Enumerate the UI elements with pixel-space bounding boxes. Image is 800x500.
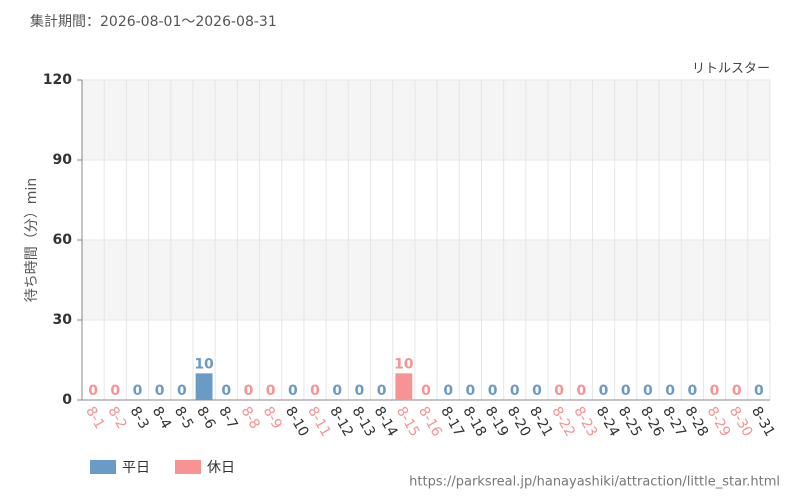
data-label: 10 [194,356,214,372]
data-label: 0 [599,383,609,399]
data-label: 0 [665,383,675,399]
data-label: 0 [488,383,498,399]
chart-title: 集計期間：2026-08-01〜2026-08-31 [30,13,277,30]
data-label: 0 [177,383,187,399]
data-label: 0 [377,383,387,399]
x-tick-label: 8-3 [127,404,152,432]
legend-swatch [175,460,201,474]
data-label: 0 [266,383,276,399]
legend-label: 休日 [207,460,235,476]
x-tick-label: 8-5 [171,404,196,432]
data-label: 0 [110,383,120,399]
data-label: 0 [244,383,254,399]
data-label: 0 [355,383,365,399]
x-tick-label: 8-1 [82,404,107,432]
plot-band [82,80,770,160]
data-label: 0 [532,383,542,399]
y-tick-label: 90 [53,152,73,168]
annotation: リトルスター [692,62,770,77]
y-tick-label: 60 [53,232,73,248]
data-label: 0 [643,383,653,399]
data-label: 0 [554,383,564,399]
y-tick-label: 120 [43,72,72,88]
data-label: 0 [221,383,231,399]
legend-swatch [90,460,116,474]
data-label: 0 [576,383,586,399]
data-label: 0 [710,383,720,399]
y-tick-label: 30 [53,312,73,328]
x-tick-label: 8-31 [748,404,778,440]
plot-band [82,240,770,320]
data-label: 0 [687,383,697,399]
bar [195,373,213,400]
x-tick-label: 8-7 [215,404,240,432]
x-tick-label: 8-9 [260,404,285,432]
data-label: 0 [332,383,342,399]
data-label: 0 [754,383,764,399]
data-label: 0 [88,383,98,399]
data-label: 0 [621,383,631,399]
data-label: 0 [421,383,431,399]
data-label: 10 [394,356,414,372]
data-label: 0 [466,383,476,399]
legend-label: 平日 [122,460,150,476]
x-tick-label: 8-8 [238,404,263,432]
y-tick-label: 0 [62,392,72,408]
data-label: 0 [510,383,520,399]
data-label: 0 [310,383,320,399]
y-axis-label: 待ち時間（分）min [24,178,40,302]
data-label: 0 [288,383,298,399]
data-label: 0 [155,383,165,399]
x-tick-label: 8-2 [104,404,129,432]
data-label: 0 [443,383,453,399]
footer-url: https://parksreal.jp/hanayashiki/attract… [409,475,780,490]
bar [395,373,413,400]
data-label: 0 [133,383,143,399]
data-label: 0 [732,383,742,399]
x-tick-label: 8-6 [193,404,218,432]
x-tick-label: 8-4 [149,404,174,432]
